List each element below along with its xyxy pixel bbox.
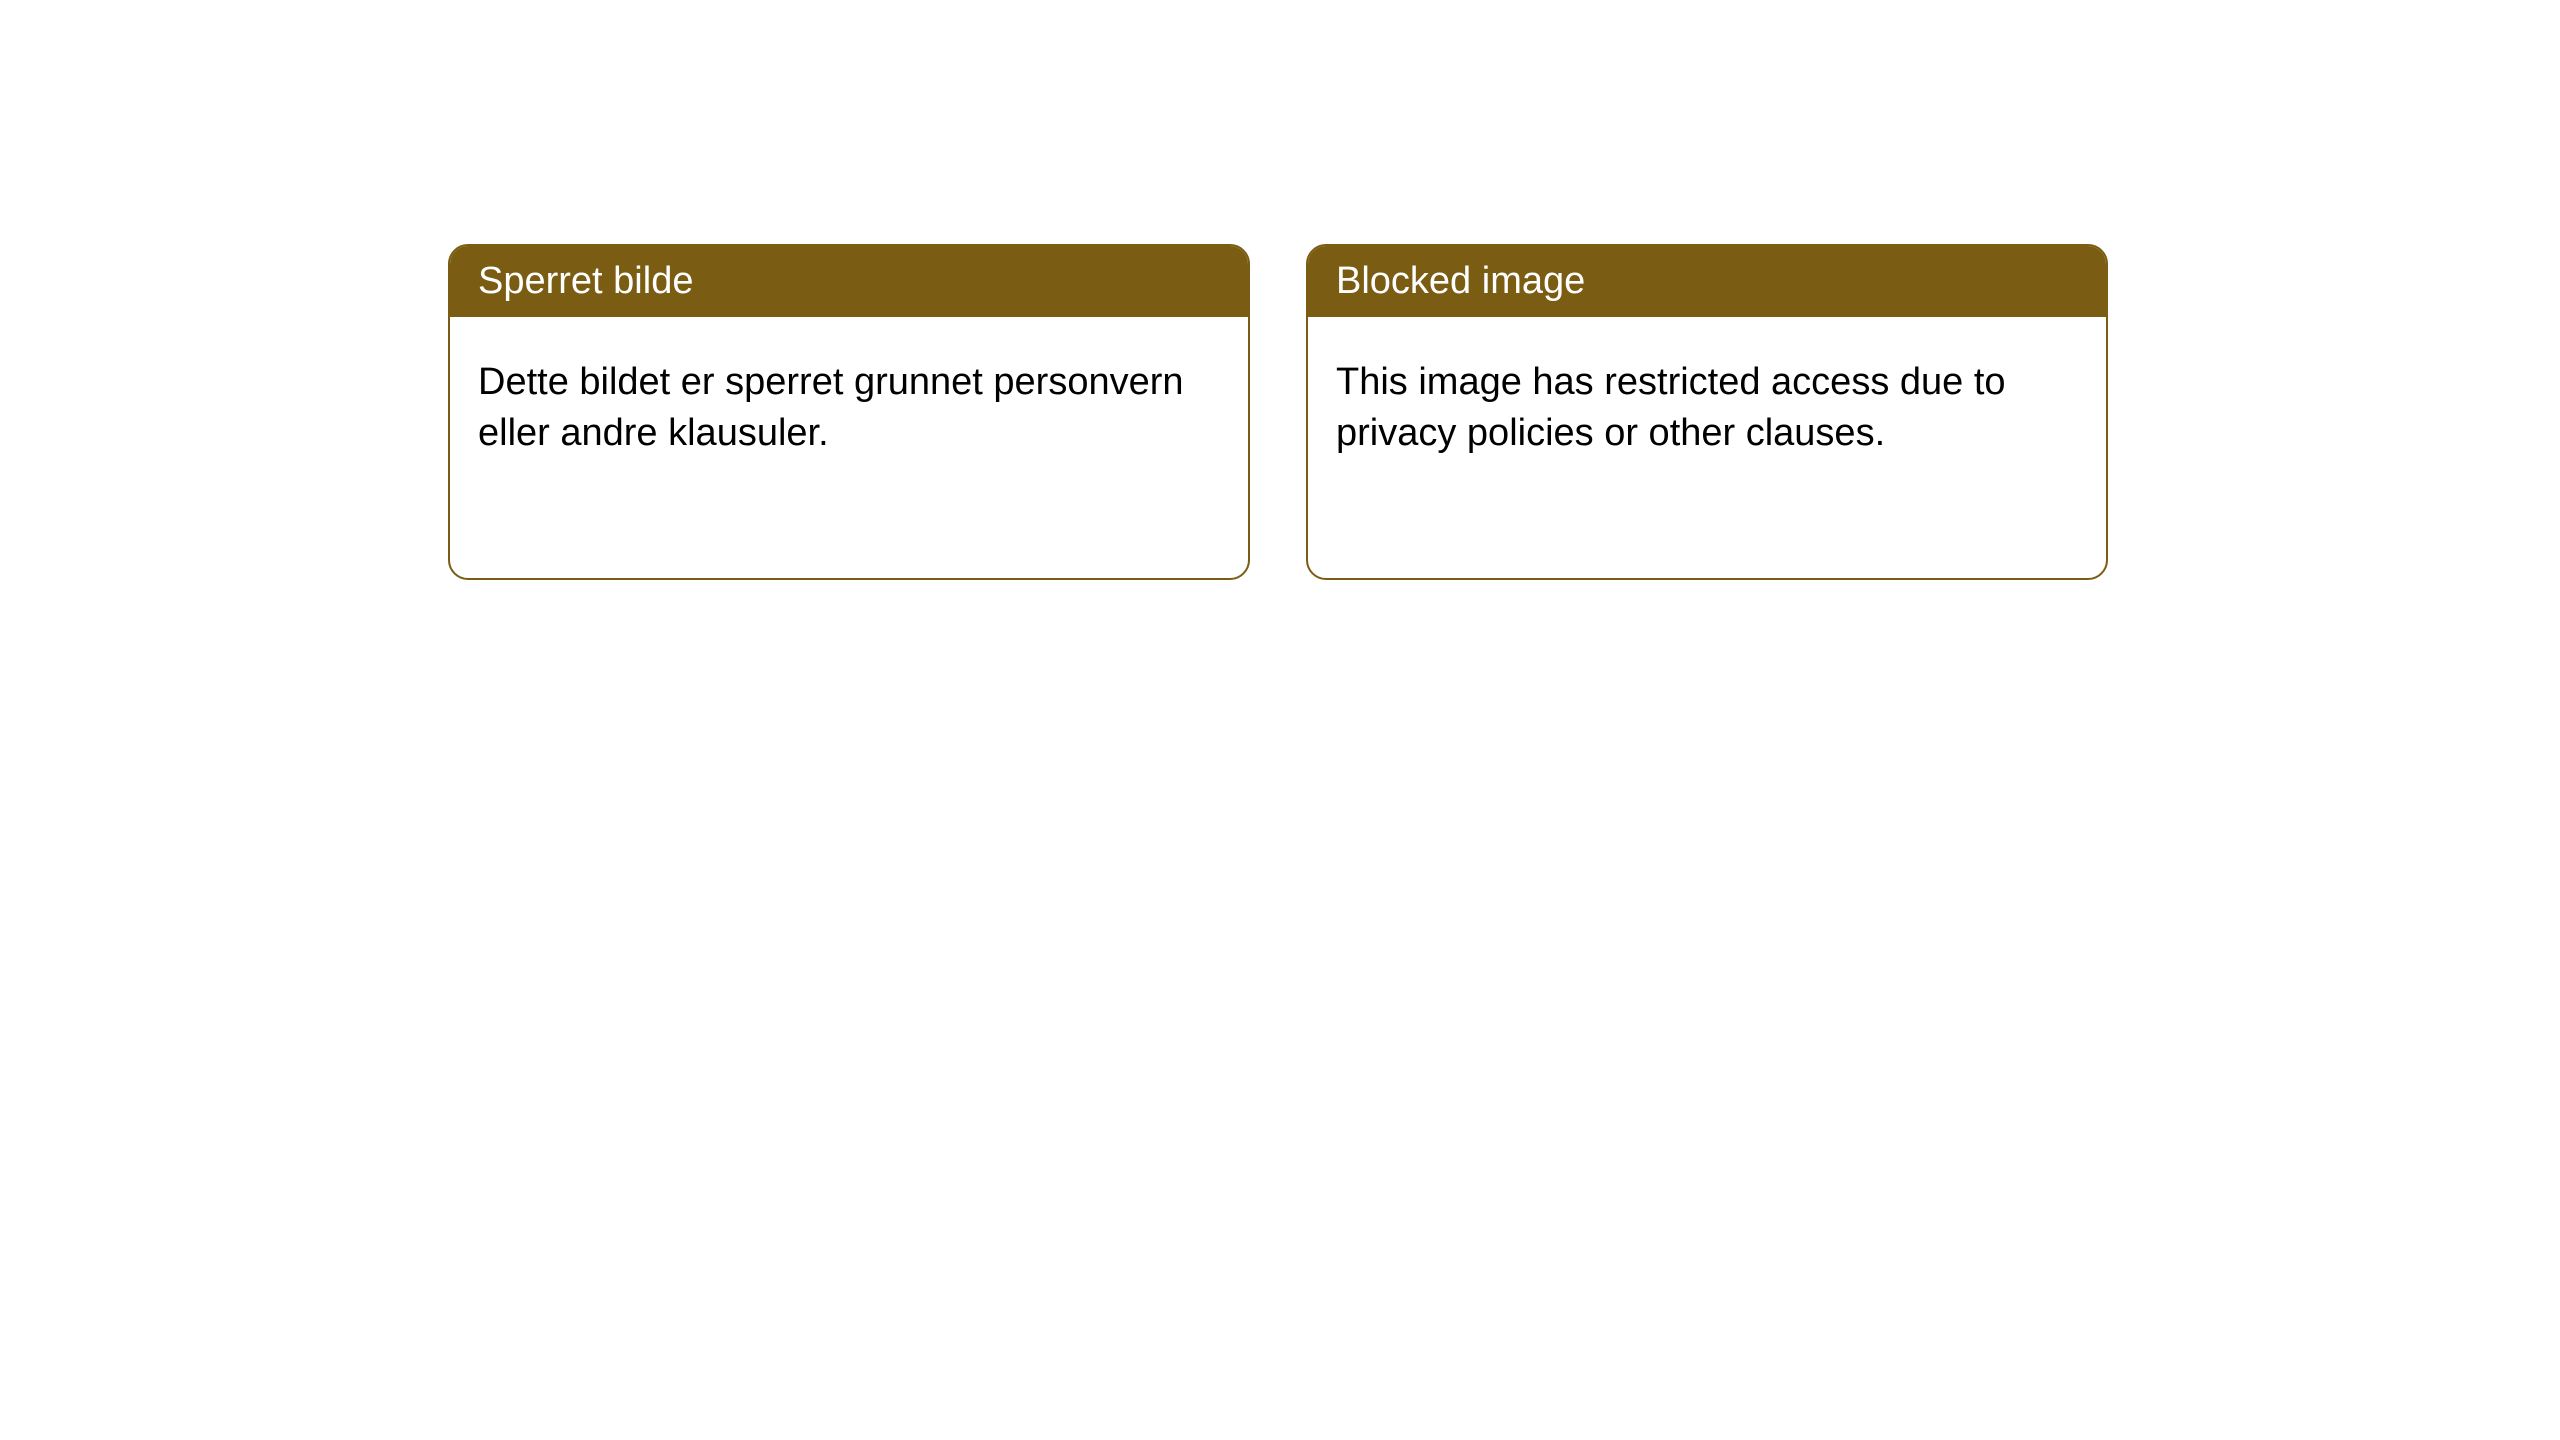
notice-card-english: Blocked image This image has restricted … — [1306, 244, 2108, 580]
card-header: Blocked image — [1308, 246, 2106, 317]
card-title: Blocked image — [1336, 260, 1585, 302]
notice-container: Sperret bilde Dette bildet er sperret gr… — [0, 0, 2560, 580]
notice-card-norwegian: Sperret bilde Dette bildet er sperret gr… — [448, 244, 1250, 580]
card-title: Sperret bilde — [478, 260, 693, 302]
card-body-text: Dette bildet er sperret grunnet personve… — [478, 361, 1184, 454]
card-body: This image has restricted access due to … — [1308, 317, 2106, 500]
card-body: Dette bildet er sperret grunnet personve… — [450, 317, 1248, 500]
card-header: Sperret bilde — [450, 246, 1248, 317]
card-body-text: This image has restricted access due to … — [1336, 361, 2006, 454]
